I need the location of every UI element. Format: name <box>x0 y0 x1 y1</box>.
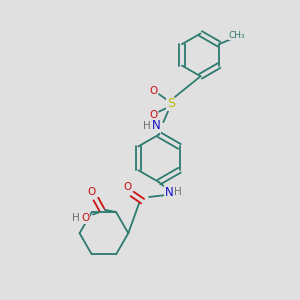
Text: O: O <box>81 213 89 223</box>
Text: O: O <box>149 85 158 96</box>
Text: O: O <box>87 187 95 196</box>
Text: H: H <box>142 121 150 130</box>
Text: CH₃: CH₃ <box>229 31 245 40</box>
Text: H: H <box>174 187 182 197</box>
Text: O: O <box>123 182 131 193</box>
Text: O: O <box>149 110 158 120</box>
Text: H: H <box>72 213 80 223</box>
Text: S: S <box>167 98 175 110</box>
Text: N: N <box>165 186 173 199</box>
Text: N: N <box>152 119 160 132</box>
